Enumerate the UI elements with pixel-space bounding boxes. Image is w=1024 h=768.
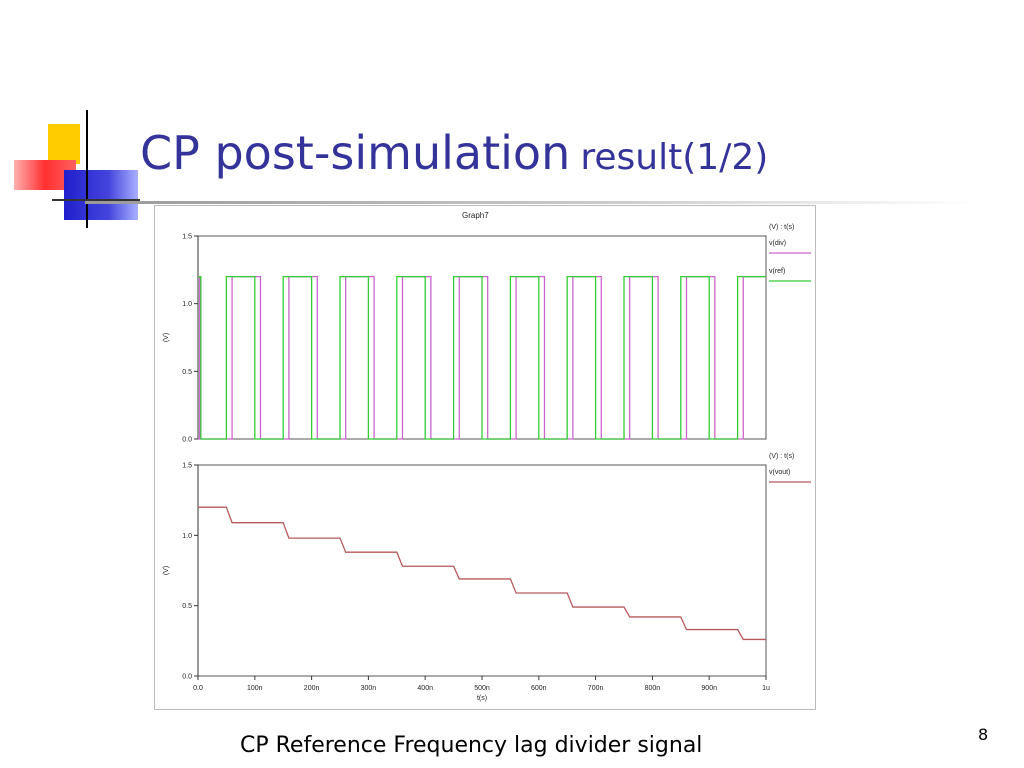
x-tick-label: 1u (762, 685, 770, 692)
y-tick-label: 0.5 (182, 603, 192, 610)
x-tick-label: 600n (531, 685, 547, 692)
title-underline (85, 201, 975, 204)
y-tick-label: 1.0 (182, 301, 192, 308)
x-tick-label: 300n (361, 685, 377, 692)
title-decoration-graphic (14, 110, 140, 228)
y-tick-label: 1.5 (182, 234, 192, 241)
x-tick-label: 500n (474, 685, 490, 692)
legend-header: (V) : t(s) (769, 224, 794, 231)
simulation-chart: Graph7 0.0 0.5 1.0 1.5 (V) (V) : t(s) v(div) v(r… (154, 205, 816, 710)
y-tick-label: 1.0 (182, 533, 192, 540)
y-tick-label: 1.5 (182, 463, 192, 470)
x-tick-label: 200n (304, 685, 320, 692)
y-tick-label: 0.0 (182, 674, 192, 681)
y-tick-label: 0.5 (182, 369, 192, 376)
y-tick-label: 0.0 (182, 437, 192, 444)
series-line-vvout (198, 506, 766, 641)
chart-title: Graph7 (462, 211, 489, 220)
legend-label-vdiv: v(div) (769, 240, 786, 247)
x-tick-label: 700n (588, 685, 604, 692)
x-tick-label: 900n (701, 685, 717, 692)
slide-title-main: CP post-simulation (140, 126, 571, 180)
page-number: 8 (978, 725, 989, 744)
series-line-vref (198, 275, 766, 440)
x-tick-label: 800n (645, 685, 661, 692)
series-line-vdiv (198, 275, 766, 440)
x-axis-label: t(s) (477, 695, 487, 702)
legend-header: (V) : t(s) (769, 453, 794, 460)
slide-title-suffix: result(1/2) (580, 137, 769, 178)
x-tick-label: 100n (247, 685, 263, 692)
legend-label-vvout: v(vout) (769, 469, 790, 476)
y-axis-label: (V) (163, 566, 170, 575)
slide-title: CP post-simulation result(1/2) (140, 126, 768, 180)
y-axis-label: (V) (163, 333, 170, 342)
slide-caption: CP Reference Frequency lag divider signa… (240, 733, 703, 758)
x-tick-label: 400n (417, 685, 433, 692)
legend-label-vref: v(ref) (769, 268, 785, 275)
plot-area-2 (197, 464, 767, 677)
x-tick-label: 0.0 (193, 685, 203, 692)
